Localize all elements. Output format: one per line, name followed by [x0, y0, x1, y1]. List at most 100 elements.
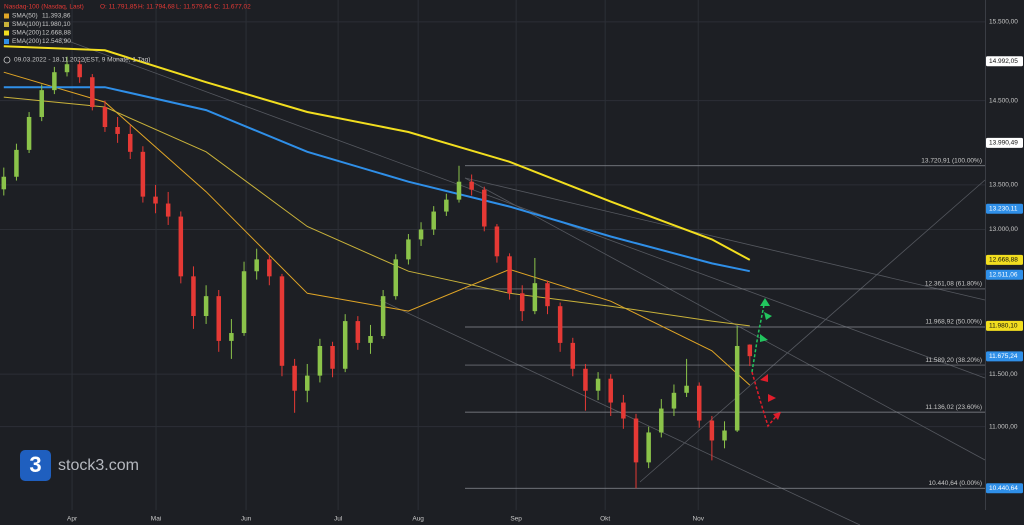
candle-body: [494, 226, 500, 257]
legend-swatch: [4, 13, 9, 19]
candle-body: [102, 107, 108, 128]
candle-body: [153, 196, 158, 204]
candle-body: [633, 418, 639, 463]
arrow-head: [773, 412, 781, 420]
legend-swatch: [4, 30, 9, 36]
fib-label: 11.136,02 (23.60%): [925, 404, 982, 411]
candle-body: [709, 420, 715, 441]
candle-body: [241, 271, 247, 334]
price-label-box: [986, 269, 1023, 280]
fib-label: 13.720,91 (100.00%): [921, 157, 982, 164]
candle-body: [355, 321, 361, 343]
candle-body: [734, 345, 740, 431]
legend-name: SMA(50): [12, 13, 38, 20]
ohlc-label: O: 11.791,85: [100, 4, 137, 11]
candle-body: [608, 378, 613, 403]
candle-body: [431, 211, 436, 230]
x-tick-label: Aug: [412, 516, 424, 523]
candle-body: [165, 203, 171, 217]
candle-body: [330, 345, 335, 369]
candle-body: [380, 296, 386, 337]
moving-average-line: [3, 71, 751, 386]
price-label-box: [986, 320, 1023, 331]
candle-body: [532, 283, 538, 312]
legend-value: 12.548,90: [42, 38, 71, 45]
candle-body: [254, 259, 259, 272]
price-label: 13.990,49: [989, 140, 1018, 147]
price-label: 13.230,11: [989, 205, 1018, 212]
candle-body: [229, 333, 234, 341]
arrow-head: [768, 394, 776, 402]
x-tick-label: Sep: [510, 516, 522, 523]
logo: 3 stock3.com: [20, 450, 139, 481]
candle-body: [342, 321, 348, 369]
candle-body: [115, 127, 120, 134]
candle-body: [140, 151, 146, 197]
candle-body: [292, 365, 297, 391]
candle-body: [722, 430, 727, 441]
y-tick-label: 13.500,00: [989, 182, 1018, 189]
x-tick-label: Jun: [241, 516, 252, 523]
axis-layer: 15.500,00 14.500,00 13.500,00 13.000,00 11.5…: [67, 19, 1023, 523]
candle-body: [393, 259, 399, 297]
moving-averages: [3, 45, 751, 386]
y-tick-label: 14.500,00: [989, 97, 1018, 104]
candle-body: [1, 176, 7, 190]
logo-text: stock3.com: [58, 457, 139, 474]
period-note: (EST, 9 Monate, 1 Tag): [84, 57, 150, 64]
y-tick-label: 11.500,00: [989, 371, 1018, 378]
trendlines: [59, 37, 986, 525]
candle-body: [747, 344, 753, 357]
legend-name: SMA(200): [12, 30, 41, 37]
y-tick-label: 13.000,00: [989, 226, 1018, 233]
price-label-box: [986, 137, 1023, 148]
trendline: [464, 177, 986, 461]
x-tick-label: Nov: [692, 516, 704, 523]
period: 09.03.2022 - 18.11.2022: [14, 57, 85, 64]
chart-title: Nasdaq-100 (Nasdaq, Last): [4, 4, 84, 11]
x-tick-label: Jul: [334, 516, 343, 523]
candle-body: [216, 296, 221, 341]
clock-icon: [3, 56, 11, 64]
candle-body: [595, 378, 601, 391]
candle-body: [456, 181, 462, 200]
candle-body: [203, 296, 209, 317]
price-label: 11.675,24: [989, 353, 1018, 360]
ohlc-label: H: 11.794,68: [138, 4, 175, 11]
moving-average-line: [3, 96, 750, 327]
candle-body: [570, 342, 576, 369]
candle-body: [305, 375, 310, 391]
candle-body: [90, 77, 95, 108]
candle-body: [684, 385, 689, 393]
candle-body: [659, 408, 664, 433]
arrow-head: [760, 374, 768, 382]
candle-body: [482, 189, 487, 227]
candle-body: [406, 239, 411, 260]
moving-average-line: [3, 86, 751, 273]
y-tick-label: 11.000,00: [989, 423, 1018, 430]
ohlc-label: L: 11.579,64: [176, 4, 212, 11]
candle-body: [545, 283, 550, 307]
trendline: [639, 179, 986, 483]
candle-body: [696, 385, 702, 421]
price-label: 12.668,88: [989, 257, 1018, 264]
candles: [1, 56, 753, 489]
candle-body: [317, 345, 323, 376]
legend-swatch: [4, 22, 9, 27]
price-label: 11.980,10: [989, 323, 1018, 330]
logo-icon: [20, 450, 51, 481]
price-label-box: [986, 351, 1023, 362]
candle-body: [77, 64, 82, 78]
forecast-arrows: [751, 298, 781, 428]
candle-body: [646, 432, 651, 463]
y-tick-label: 15.500,00: [989, 19, 1018, 26]
x-tick-label: Mai: [151, 516, 161, 523]
arrow-head: [760, 334, 768, 342]
arrow-head: [760, 298, 770, 306]
trendline: [379, 299, 861, 525]
price-label-box: [986, 203, 1023, 214]
legend-name: SMA(100): [12, 21, 41, 28]
candle-body: [26, 116, 32, 150]
candle-body: [519, 293, 525, 312]
